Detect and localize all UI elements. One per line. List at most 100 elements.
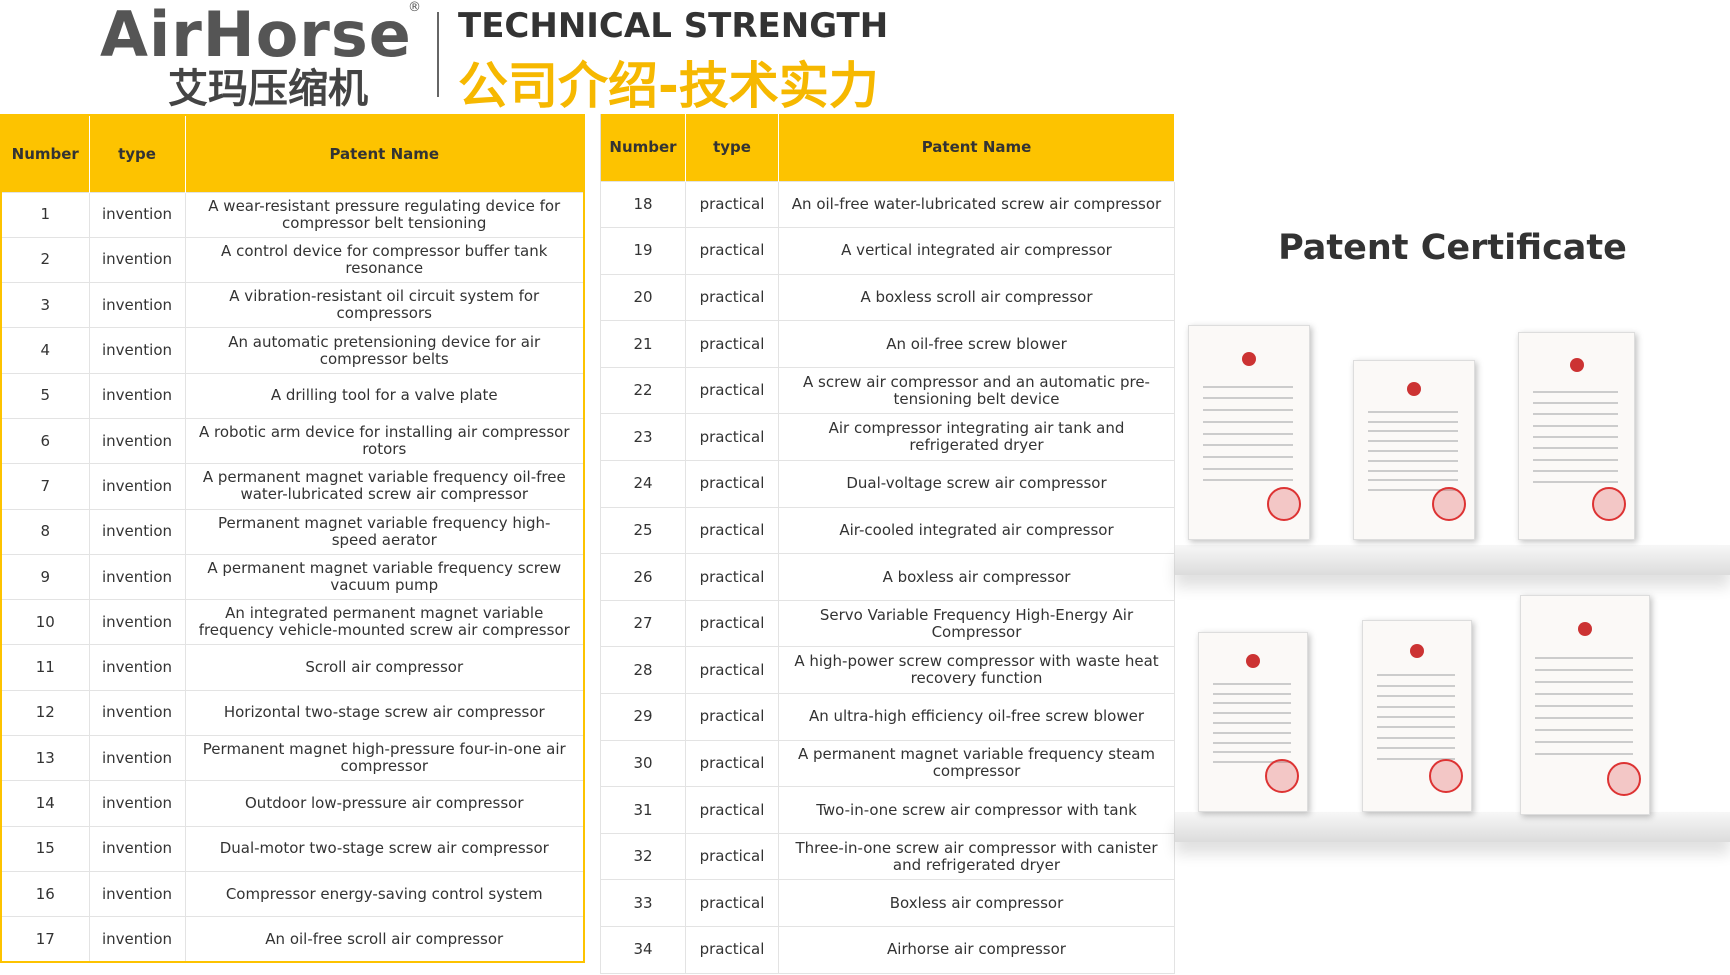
type: invention: [88, 599, 186, 646]
header-row: Number type Patent Name: [1, 115, 585, 192]
patent-name: Permanent magnet variable frequency high…: [184, 508, 585, 555]
patent-name: Dual-motor two-stage screw air compresso…: [184, 825, 585, 872]
patent-name: A boxless air compressor: [778, 553, 1175, 601]
patent-name: A vibration-resistant oil circuit system…: [184, 282, 585, 329]
row: 9 invention A permanent magnet variable fr…: [0, 553, 585, 601]
type: invention: [88, 463, 186, 510]
patent-name: A robotic arm device for installing air …: [184, 417, 585, 465]
certificate-line: [1377, 716, 1455, 718]
type: practical: [685, 366, 779, 415]
type: practical: [685, 413, 779, 462]
type: practical: [685, 553, 779, 601]
row: 27 practical Servo Variable Frequency High…: [600, 599, 1175, 648]
certificate-line: [1377, 736, 1455, 739]
column-header: type: [685, 114, 779, 181]
row: 25 practical Air-cooled integrated air com…: [600, 506, 1175, 555]
number: 19: [600, 227, 686, 275]
certificate-line: [1368, 469, 1458, 472]
type: invention: [88, 236, 186, 284]
patent-name: An ultra-high efficiency oil-free screw …: [778, 693, 1175, 741]
column-header: Number: [1, 115, 90, 192]
certificate-line: [1533, 402, 1618, 404]
certificate-line: [1203, 409, 1293, 412]
number: 12: [0, 689, 90, 737]
certificate-line: [1213, 702, 1291, 705]
number: 28: [600, 646, 686, 695]
patent-name: Dual-voltage screw air compressor: [778, 460, 1175, 508]
number: 1: [0, 191, 90, 238]
patent-name: Servo Variable Frequency High-Energy Air…: [778, 599, 1175, 648]
certificate-line: [1368, 459, 1458, 462]
patent-name: Scroll air compressor: [184, 644, 585, 691]
certificate-line: [1213, 751, 1291, 754]
row: 12 invention Horizontal two-stage screw ai…: [0, 689, 585, 737]
certificate-line: [1203, 467, 1293, 470]
patent-name: An oil-free water-lubricated screw air c…: [778, 180, 1175, 229]
certificate-line: [1213, 712, 1291, 715]
row: 31 practical Two-in-one screw air compress…: [600, 786, 1175, 834]
certificate-line: [1533, 458, 1618, 461]
type: invention: [88, 191, 186, 238]
row: 2 invention A control device for compresso…: [0, 236, 585, 284]
type: invention: [88, 327, 186, 374]
number: 3: [0, 282, 90, 329]
patent-name: An automatic pretensioning device for ai…: [184, 327, 585, 374]
certificate-line: [1368, 440, 1458, 443]
title: TECHNICAL STRENGTH: [458, 6, 889, 46]
certificate-line: [1535, 693, 1633, 695]
certificate-line: [1533, 413, 1618, 416]
row: 29 practical An ultra-high efficiency oil-…: [600, 693, 1175, 741]
certificate-line: [1213, 682, 1291, 685]
logo-cn: 艾玛压缩机: [168, 66, 368, 112]
certificate-line: [1203, 397, 1293, 400]
certificate-line: [1203, 455, 1293, 458]
number: 27: [600, 599, 686, 648]
column-header: Patent Name: [185, 115, 585, 192]
type: invention: [88, 553, 186, 601]
type: practical: [685, 646, 779, 695]
certificate-emblem: [1407, 382, 1421, 397]
certificate-line: [1368, 489, 1458, 492]
certificate-line: [1203, 385, 1293, 388]
row: 5 invention A drilling tool for a valve pl…: [0, 372, 585, 419]
certificate-line: [1203, 479, 1293, 482]
number: 34: [600, 926, 686, 974]
logo-mark: ®: [408, 0, 421, 15]
certificate-line: [1203, 444, 1293, 447]
row: 7 invention A permanent magnet variable fr…: [0, 463, 585, 510]
number: 4: [0, 327, 90, 374]
patent-name: A drilling tool for a valve plate: [184, 372, 585, 419]
patent-name: Three-in-one screw air compressor with c…: [778, 832, 1175, 881]
certificate-line: [1368, 479, 1458, 482]
patent-name: Compressor energy-saving control system: [184, 870, 585, 918]
certificate: [1353, 360, 1475, 540]
type: practical: [685, 320, 779, 368]
certificate-line: [1535, 669, 1633, 672]
certificate-seal: [1607, 762, 1641, 796]
number: 18: [600, 180, 686, 229]
shelf: [1175, 812, 1730, 842]
type: practical: [685, 506, 779, 555]
logo: AirHorse ® 艾玛压缩机: [100, 0, 421, 112]
row: 33 practical Boxless air compressor: [600, 879, 1175, 927]
number: 11: [0, 644, 90, 691]
type: invention: [88, 916, 186, 963]
row: 32 practical Three-in-one screw air compre…: [600, 832, 1175, 881]
number: 24: [600, 460, 686, 508]
patent-name: A permanent magnet variable frequency oi…: [184, 463, 585, 510]
number: 22: [600, 366, 686, 415]
column-header: Patent Name: [778, 114, 1175, 181]
patent-name: A wear-resistant pressure regulating dev…: [184, 191, 585, 238]
certificate-line: [1203, 420, 1293, 423]
patent-name: An integrated permanent magnet variable …: [184, 599, 585, 646]
type: invention: [88, 282, 186, 329]
patent-name: Horizontal two-stage screw air compresso…: [184, 689, 585, 737]
column-header: type: [89, 115, 186, 192]
row: 18 practical An oil-free water-lubricated …: [600, 180, 1175, 229]
certificate-line: [1377, 757, 1455, 760]
row: 21 practical An oil-free screw blower: [600, 320, 1175, 368]
row: 17 invention An oil-free scroll air compre…: [0, 916, 585, 963]
type: practical: [685, 693, 779, 741]
patent-name: A high-power screw compressor with waste…: [778, 646, 1175, 695]
certificate-line: [1213, 722, 1291, 724]
